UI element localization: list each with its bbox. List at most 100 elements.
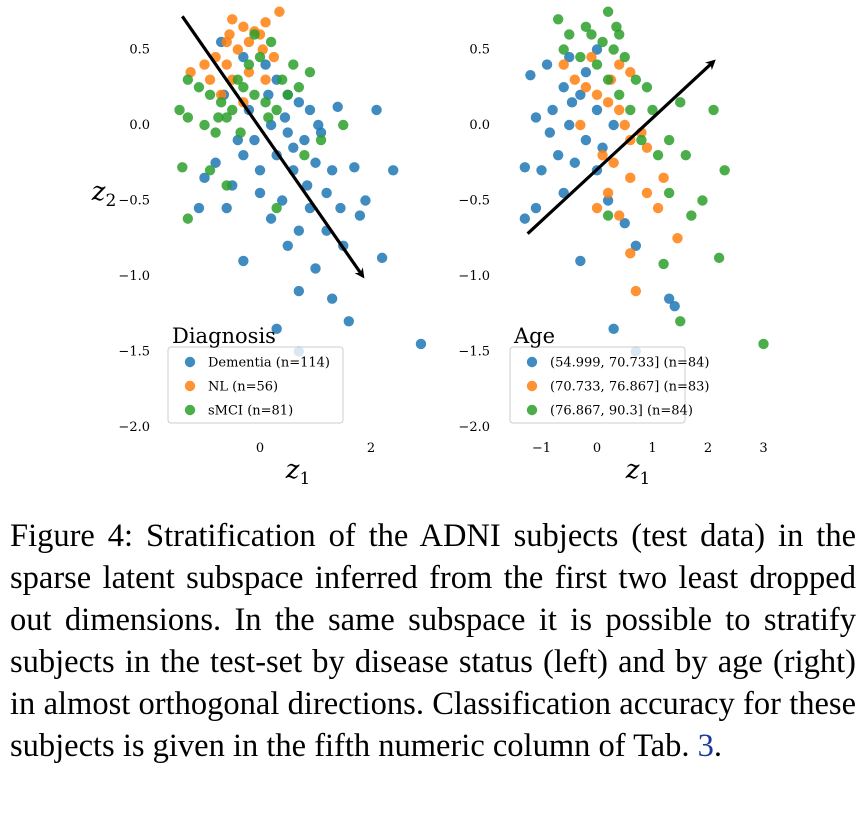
data-point: [672, 233, 683, 244]
x-axis-label: z1: [625, 455, 651, 489]
data-point: [564, 119, 575, 131]
data-point: [597, 150, 608, 161]
data-point: [321, 187, 332, 199]
data-point: [658, 172, 669, 184]
data-point: [260, 97, 271, 108]
legend-marker: [184, 404, 196, 416]
data-point: [719, 165, 730, 176]
data-point: [591, 202, 603, 214]
legend-marker: [526, 404, 538, 416]
data-point: [199, 172, 210, 184]
data-point: [614, 210, 625, 221]
scatter-series-2: [552, 6, 769, 350]
data-point: [608, 119, 619, 131]
data-point: [641, 82, 653, 93]
data-point: [332, 101, 343, 113]
diagnosis-scatter-panel: 0.5 0.0 −0.5 −1.0 −1.5 −2.0 0 2 Diagnosis Dementi…: [91, 6, 427, 489]
data-point: [558, 187, 569, 199]
data-point: [697, 195, 708, 206]
x-tick-label: 1: [648, 441, 656, 456]
y-tick-label: −2.0: [118, 420, 150, 435]
data-point: [575, 51, 586, 63]
data-point: [265, 213, 277, 224]
data-point: [658, 258, 669, 270]
data-point: [541, 59, 553, 70]
data-point: [310, 157, 321, 168]
data-point: [288, 59, 299, 70]
data-point: [580, 66, 592, 78]
y-tick-label: −1.0: [458, 269, 490, 284]
y-tick-label: 0.5: [129, 43, 150, 58]
data-point: [675, 97, 686, 108]
y-tick-label: −1.5: [458, 345, 490, 360]
data-point: [602, 74, 614, 85]
data-point: [204, 165, 216, 176]
age-scatter-panel: 0.5 0.0 −0.5 −1.0 −1.5 −2.0 −1 0 1 2 3 Age (54.999, …: [458, 6, 769, 489]
data-point: [249, 134, 260, 146]
data-point: [536, 165, 547, 176]
data-point: [619, 119, 630, 131]
data-point: [547, 104, 558, 116]
y-tick-label: −1.0: [118, 269, 150, 284]
x-tick-label: 2: [704, 441, 712, 456]
data-point: [288, 142, 299, 153]
data-point: [641, 142, 653, 153]
data-point: [586, 29, 597, 40]
data-point: [580, 134, 592, 146]
data-point: [597, 142, 608, 153]
data-point: [415, 338, 427, 350]
legend-entry: (70.733, 76.867] (n=83): [550, 380, 709, 395]
legend-title: Diagnosis: [172, 324, 276, 348]
caption-end: .: [713, 728, 722, 764]
data-point: [636, 134, 647, 146]
data-point: [243, 59, 255, 70]
data-point: [243, 36, 255, 48]
data-point: [249, 89, 260, 101]
data-point: [313, 119, 324, 131]
data-point: [597, 36, 608, 48]
data-point: [569, 157, 580, 168]
figure: 0.5 0.0 −0.5 −1.0 −1.5 −2.0 0 2 Diagnosis Dementi…: [91, 6, 769, 489]
data-point: [625, 248, 636, 259]
data-point: [758, 338, 769, 350]
data-point: [614, 89, 625, 101]
data-point: [680, 150, 691, 161]
data-point: [544, 127, 556, 138]
data-point: [238, 82, 249, 93]
y-axis-label: z2: [91, 177, 117, 211]
data-point: [282, 89, 293, 101]
scatter-series-2: [174, 29, 349, 224]
data-point: [669, 301, 680, 312]
data-point: [525, 69, 536, 81]
data-point: [193, 202, 205, 214]
data-point: [263, 112, 274, 123]
direction-arrow: [180, 15, 365, 279]
data-point: [602, 97, 614, 108]
data-point: [254, 165, 266, 176]
data-point: [199, 119, 210, 131]
data-point: [630, 74, 642, 85]
data-point: [260, 74, 271, 85]
data-point: [254, 51, 266, 63]
data-point: [552, 14, 564, 25]
data-point: [260, 17, 271, 28]
x-tick-label: −1: [532, 441, 551, 456]
data-point: [602, 210, 614, 221]
data-point: [268, 51, 280, 63]
data-point: [235, 127, 246, 138]
data-point: [326, 165, 338, 176]
data-point: [279, 112, 291, 123]
legend-entry: Dementia (n=114): [208, 356, 330, 371]
data-point: [174, 104, 185, 116]
data-point: [575, 119, 586, 131]
legend-box: [509, 346, 686, 424]
data-point: [238, 51, 249, 63]
table-reference-link[interactable]: 3: [697, 728, 714, 764]
data-point: [608, 323, 619, 335]
data-point: [215, 89, 227, 101]
data-point: [265, 36, 277, 48]
data-point: [566, 97, 578, 108]
data-point: [519, 162, 531, 173]
x-tick-label: 0: [256, 441, 264, 456]
data-point: [177, 162, 188, 173]
